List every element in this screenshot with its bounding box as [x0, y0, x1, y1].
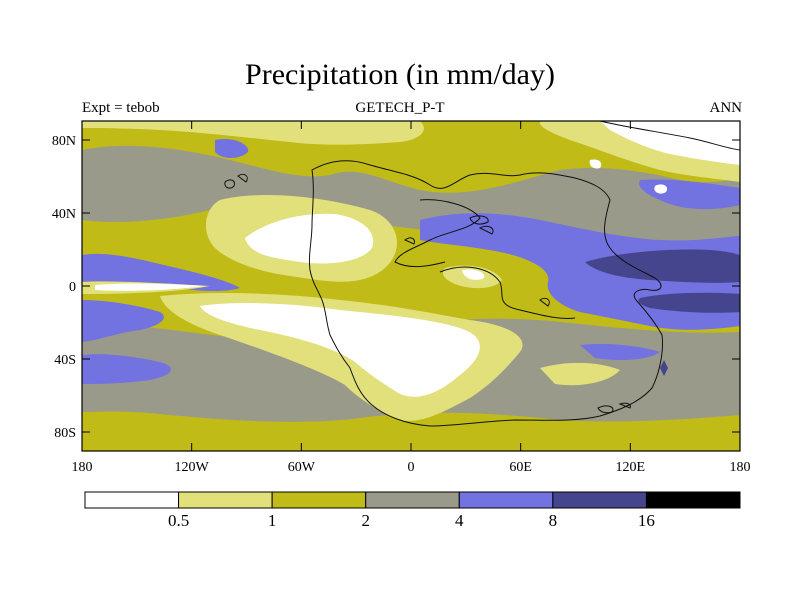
colorbar-label: 1 [268, 511, 277, 530]
colorbar-swatch [84, 491, 180, 509]
coastlines [224, 121, 740, 427]
y-tick-label: 40S [54, 353, 76, 368]
x-tick-label: 60W [288, 460, 316, 475]
colorbar-swatch [178, 491, 273, 509]
x-tick-label: 60E [509, 460, 532, 475]
field-white-equator-strip [95, 283, 205, 291]
coastline-north-arc [599, 121, 740, 151]
field-darkblue-spot [660, 360, 668, 376]
field-blue-north-pacific [215, 139, 249, 158]
y-tick-label: 0 [69, 280, 76, 295]
field-white-south [200, 303, 480, 397]
y-tick-label: 80S [54, 426, 76, 441]
field-light-northwest [82, 121, 424, 145]
field-white-north [245, 213, 374, 264]
coastline-pangea [308, 160, 663, 427]
field-darkblue-south [638, 292, 740, 313]
field-darkblue-north [585, 249, 740, 283]
field-white-northeast-spots [589, 159, 668, 194]
field-blue-southwest [82, 354, 171, 384]
colorbar-swatch [645, 491, 741, 509]
field-blue-west-south [82, 300, 164, 342]
field-white-east-coast [462, 269, 485, 280]
field-light-southeast-coast [540, 362, 620, 386]
x-tick-label: 120W [175, 460, 210, 475]
x-tick-label: 120E [616, 460, 646, 475]
x-tick-label: 180 [730, 460, 751, 475]
colorbar-label: 4 [455, 511, 464, 530]
colorbar-swatch [365, 491, 460, 509]
y-tick-label: 80N [52, 134, 76, 149]
colorbar-label: 0.5 [168, 511, 189, 530]
field-white-northeast [600, 121, 740, 165]
season-label: ANN [709, 100, 743, 116]
field-gray-north [82, 145, 740, 250]
dataset-label: GETECH_P-T [355, 100, 445, 116]
plot-title: Precipitation (in mm/day) [245, 58, 555, 91]
colorbar-label: 8 [549, 511, 558, 530]
colorbar-label: 16 [638, 511, 655, 530]
x-tick-label: 0 [408, 460, 415, 475]
x-tick-label: 180 [72, 460, 93, 475]
y-tick-label: 40N [52, 207, 76, 222]
coastline-tethys-gulf [394, 199, 481, 268]
colorbar-swatch [271, 491, 367, 509]
coastline-east-margin [439, 266, 576, 319]
coastline-islands [224, 173, 631, 414]
experiment-label: Expt = tebob [82, 100, 160, 116]
colorbar-swatch [458, 491, 554, 509]
colorbar: 0.5 1 2 4 8 16 [84, 491, 741, 530]
y-axis: 80N 40N 0 40S 80S [52, 134, 740, 441]
colorbar-swatch [552, 491, 647, 509]
colorbar-label: 2 [361, 511, 370, 530]
field-blue-south-east [580, 343, 660, 360]
x-axis: 180 120W 60W 0 60E 120E 180 [72, 121, 751, 475]
precipitation-field [82, 121, 740, 451]
